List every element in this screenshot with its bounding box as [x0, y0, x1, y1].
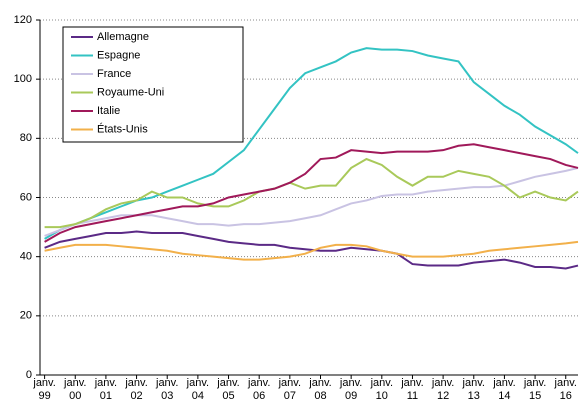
- x-tick-label: janv. 03: [156, 377, 179, 402]
- legend-label: États-Unis: [97, 122, 148, 135]
- x-tick-label: janv. 02: [125, 377, 148, 402]
- y-tick-label: 60: [20, 191, 32, 203]
- y-tick-label: 100: [14, 73, 32, 85]
- x-tick-label: janv. 07: [278, 377, 302, 402]
- y-tick-label: 120: [14, 14, 32, 26]
- legend-label: Espagne: [97, 49, 140, 61]
- line-series: [44, 240, 579, 261]
- x-tick-label: janv. 00: [64, 377, 87, 402]
- x-tick-label: janv. 05: [217, 377, 240, 402]
- x-tick-label: janv. 13: [462, 377, 485, 402]
- y-tick-label: 20: [20, 310, 32, 322]
- x-tick-label: janv. 12: [431, 377, 455, 402]
- legend-label: Italie: [97, 105, 120, 117]
- y-tick-label: 0: [26, 369, 32, 381]
- x-tick-label: janv. 11: [401, 377, 424, 402]
- x-tick-label: janv. 99: [33, 377, 56, 402]
- y-tick-label: 80: [20, 132, 32, 144]
- x-tick-label: janv. 15: [523, 377, 547, 402]
- x-tick-label: janv. 04: [186, 377, 210, 402]
- x-tick-label: janv. 06: [247, 377, 271, 402]
- x-tick-label: janv. 16: [554, 377, 577, 402]
- x-tick-label: janv. 08: [309, 377, 332, 402]
- line-series: [44, 143, 579, 243]
- line-series: [44, 157, 579, 229]
- x-tick-label: janv. 10: [370, 377, 393, 402]
- y-tick-label: 40: [20, 251, 32, 263]
- x-tick-label: janv. 14: [493, 377, 516, 402]
- legend-label: Allemagne: [97, 31, 149, 43]
- x-tick-label: janv. 01: [94, 377, 118, 402]
- x-tick-label: janv. 09: [339, 377, 363, 402]
- legend-label: France: [97, 68, 131, 80]
- legend-box: [62, 26, 244, 143]
- legend-label: Royaume-Uni: [97, 86, 164, 98]
